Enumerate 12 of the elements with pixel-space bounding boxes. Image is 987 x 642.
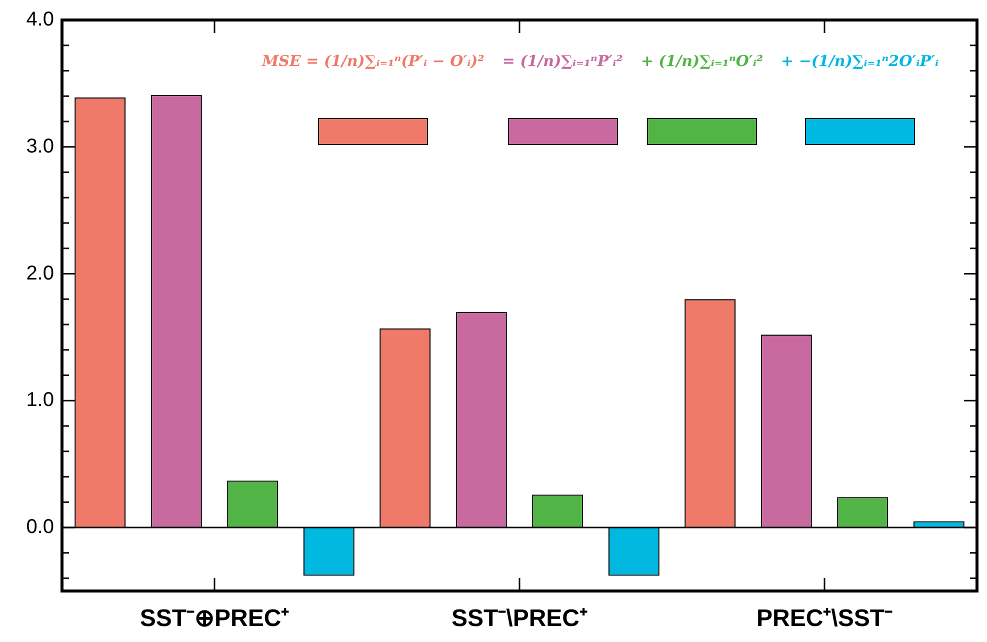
y-tick-label: 2.0 [26,262,54,284]
y-tick-label: 0.0 [26,516,54,538]
text: + (1/n)∑ᵢ₌₁ⁿO′ᵢ² [640,51,764,72]
text: + −(1/n)∑ᵢ₌₁ⁿ2O′ᵢP′ᵢ [781,51,939,72]
text: = (1/n)∑ᵢ₌₁ⁿP′ᵢ² [502,51,623,72]
x-tick-label: PREC⁺\SST⁻ [756,605,893,632]
text: MSE = (1/n)∑ᵢ₌₁ⁿ(P′ᵢ − O′ᵢ)² [262,51,484,72]
y-tick-label: 3.0 [26,135,54,158]
y-tick-label: 1.0 [26,389,54,412]
x-tick-label: SST⁻\PREC⁺ [451,605,588,632]
x-tick-label: SST⁻⊕PREC⁺ [140,605,290,632]
y-tick-label: 4.0 [26,8,54,31]
